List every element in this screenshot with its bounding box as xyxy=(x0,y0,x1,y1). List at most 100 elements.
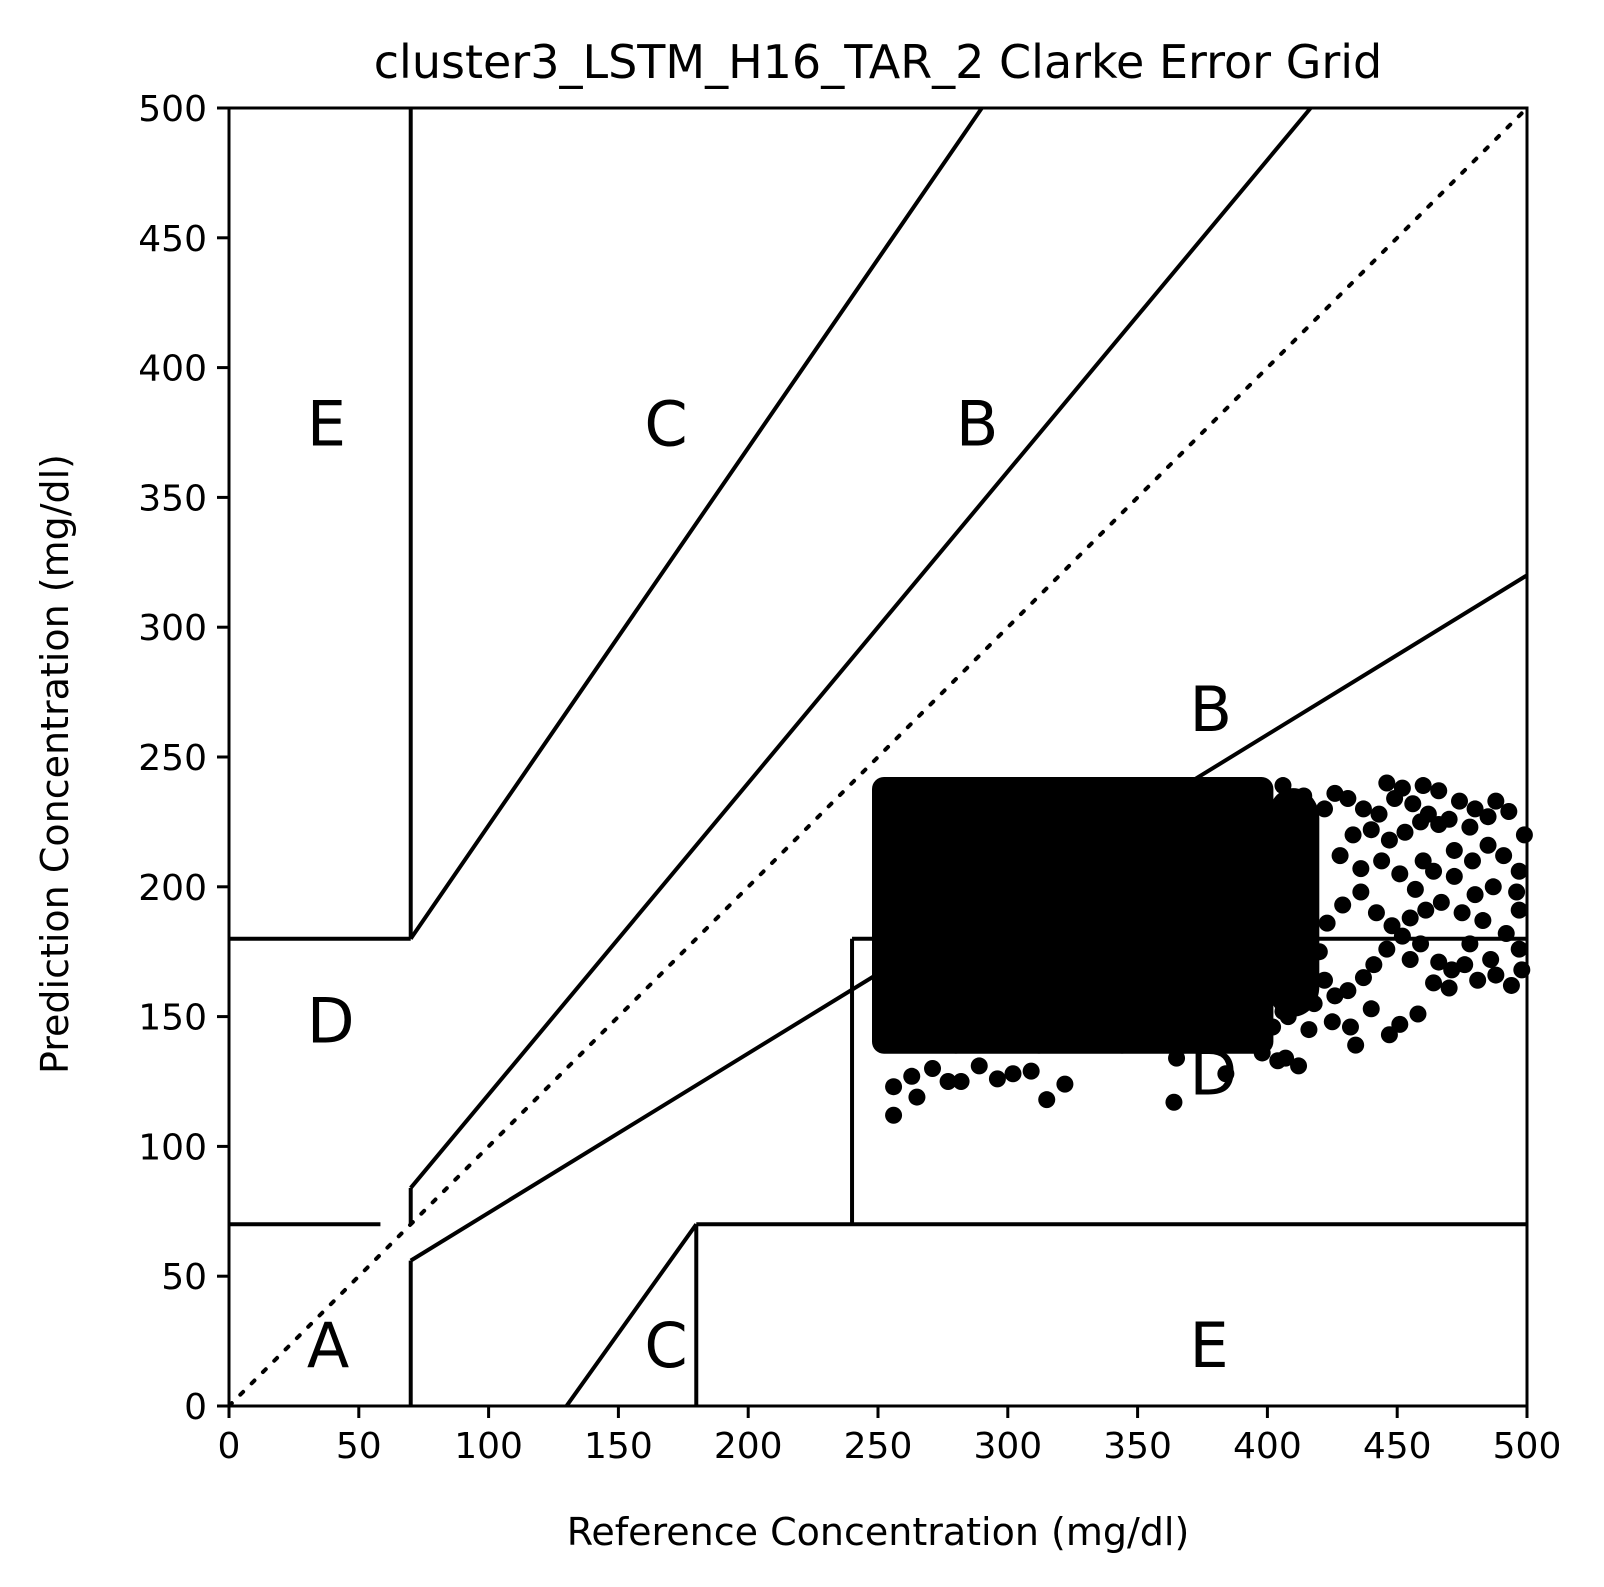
data-point xyxy=(1165,893,1183,911)
data-point xyxy=(874,976,892,994)
data-point xyxy=(936,909,954,927)
data-point xyxy=(1144,956,1162,974)
data-point xyxy=(1466,800,1484,818)
data-point xyxy=(1232,1008,1250,1026)
data-point xyxy=(1269,821,1287,839)
data-point xyxy=(1165,940,1183,958)
data-point xyxy=(1479,836,1497,854)
data-point xyxy=(957,919,975,937)
data-point xyxy=(1404,795,1422,813)
data-point xyxy=(1290,1057,1308,1075)
data-point xyxy=(1362,1000,1380,1018)
data-point xyxy=(1347,1036,1365,1054)
data-point xyxy=(936,956,954,974)
data-point xyxy=(1186,914,1204,932)
zone-labels-layer: A B B C C D D E E xyxy=(307,387,1237,1382)
data-point xyxy=(1456,956,1474,974)
data-point xyxy=(1352,860,1370,878)
data-point xyxy=(970,1057,988,1075)
data-point xyxy=(1206,857,1224,875)
data-point xyxy=(1466,886,1484,904)
data-point xyxy=(1391,865,1409,883)
data-point xyxy=(1155,1028,1173,1046)
data-point xyxy=(1165,847,1183,865)
data-point xyxy=(1082,961,1100,979)
data-point xyxy=(1430,782,1448,800)
data-point xyxy=(942,987,960,1005)
data-point xyxy=(1445,841,1463,859)
data-points-layer xyxy=(872,774,1533,1124)
x-tick-label: 50 xyxy=(336,1426,382,1467)
y-axis-ticks: 0 50 100 150 200 250 300 350 400 450 500 xyxy=(138,89,229,1428)
data-point xyxy=(1484,878,1502,896)
data-point xyxy=(1316,800,1334,818)
x-tick-label: 150 xyxy=(584,1426,653,1467)
data-point xyxy=(1380,831,1398,849)
data-point xyxy=(1391,1015,1409,1033)
data-point xyxy=(1432,893,1450,911)
data-point xyxy=(1451,792,1469,810)
reference-line-layer xyxy=(227,106,1529,1408)
data-point xyxy=(1232,779,1250,797)
data-point xyxy=(1326,784,1344,802)
data-point xyxy=(1425,974,1443,992)
data-point xyxy=(1354,800,1372,818)
data-point xyxy=(908,1088,926,1106)
data-point xyxy=(1290,893,1308,911)
data-point xyxy=(1461,818,1479,836)
data-point xyxy=(1453,904,1471,922)
x-tick-label: 500 xyxy=(1493,1426,1562,1467)
data-point xyxy=(1248,945,1266,963)
data-point xyxy=(885,1106,903,1124)
data-point xyxy=(942,777,960,795)
data-point xyxy=(1295,987,1313,1005)
data-point xyxy=(1461,935,1479,953)
data-point xyxy=(885,1078,903,1096)
zone-label-c: C xyxy=(644,1309,687,1382)
y-tick-label: 100 xyxy=(138,1127,207,1168)
data-point xyxy=(957,873,975,891)
data-point xyxy=(1056,1075,1074,1093)
data-point xyxy=(1297,956,1315,974)
data-point xyxy=(900,992,918,1010)
data-point xyxy=(1191,777,1209,795)
data-point xyxy=(1412,935,1430,953)
zone-label-c: C xyxy=(644,387,687,460)
data-point xyxy=(1344,826,1362,844)
data-point xyxy=(1113,1036,1131,1054)
data-point xyxy=(988,1070,1006,1088)
data-point xyxy=(1409,1005,1427,1023)
data-point xyxy=(999,961,1017,979)
data-point xyxy=(1103,945,1121,963)
zone-label-a: A xyxy=(307,1309,349,1382)
y-tick-label: 200 xyxy=(138,868,207,909)
y-tick-label: 400 xyxy=(138,349,207,390)
data-point xyxy=(1020,852,1038,870)
data-point xyxy=(1206,950,1224,968)
data-point xyxy=(924,1060,942,1078)
data-point xyxy=(1497,925,1515,943)
data-point xyxy=(1482,950,1500,968)
data-point xyxy=(1352,883,1370,901)
data-point xyxy=(1253,784,1271,802)
data-point xyxy=(1061,950,1079,968)
data-point xyxy=(1009,1031,1027,1049)
data-point xyxy=(962,1008,980,1026)
data-point xyxy=(1046,1002,1064,1020)
data-point xyxy=(1046,787,1064,805)
data-point xyxy=(1393,779,1411,797)
data-point xyxy=(1495,847,1513,865)
data-point xyxy=(1103,899,1121,917)
y-tick-label: 300 xyxy=(138,608,207,649)
data-point xyxy=(1479,808,1497,826)
data-point xyxy=(1264,1018,1282,1036)
data-point xyxy=(1508,883,1526,901)
data-point xyxy=(1334,896,1352,914)
data-point xyxy=(1227,919,1245,937)
data-point xyxy=(983,779,1001,797)
y-tick-label: 250 xyxy=(138,738,207,779)
data-point xyxy=(1248,852,1266,870)
data-point xyxy=(1082,821,1100,839)
data-point xyxy=(978,950,996,968)
